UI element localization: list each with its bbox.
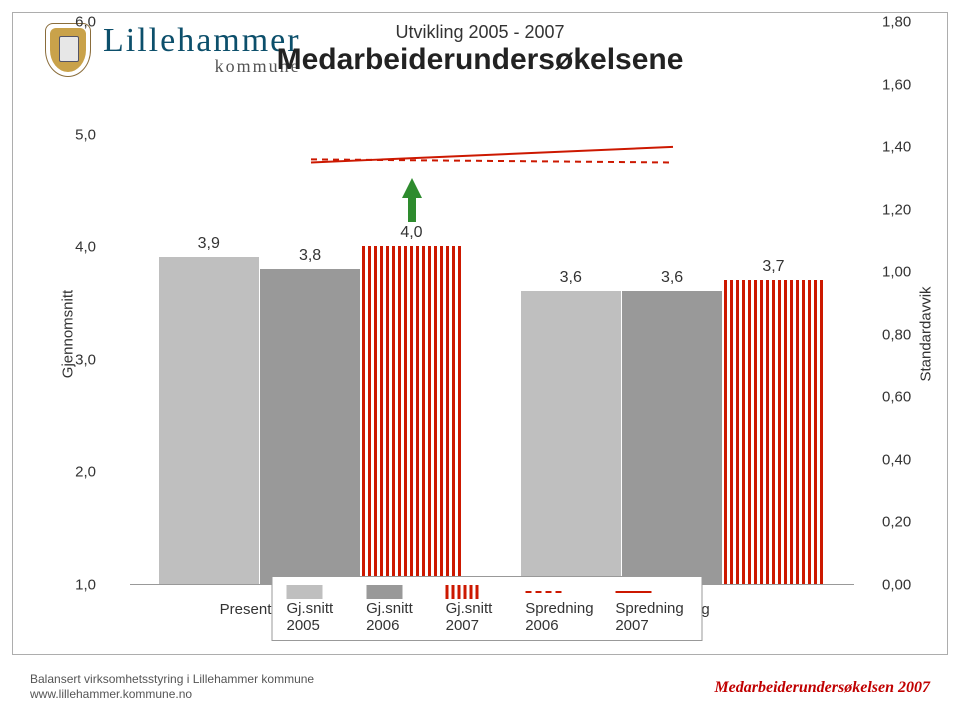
- y-right-tick: 0,60: [882, 389, 911, 406]
- bar: 3,9: [159, 257, 259, 584]
- legend-label: Spredning 2006: [525, 600, 593, 634]
- category-zone: Oppfølging3,63,63,7: [492, 22, 854, 584]
- bar: 4,0: [362, 246, 462, 584]
- y-right-tick: 1,60: [882, 76, 911, 93]
- y-right-tick: 1,80: [882, 14, 911, 31]
- y-right-axis-label: Standardavvik: [918, 286, 935, 381]
- legend-label: Gj.snitt 2005: [287, 600, 334, 634]
- bar: 3,7: [724, 280, 824, 584]
- legend-item: Gj.snitt 2005: [287, 583, 349, 634]
- y-right-tick: 0,20: [882, 514, 911, 531]
- plot-area: Presentasjon/gjennomgang3,93,84,0Oppfølg…: [130, 22, 854, 585]
- legend-item: Spredning 2007: [615, 583, 687, 634]
- bar-value: 3,8: [299, 247, 321, 265]
- y-right-tick: 0,40: [882, 451, 911, 468]
- legend-swatch-2006: [366, 585, 402, 599]
- legend-item: Spredning 2006: [525, 583, 597, 634]
- bar: 3,6: [521, 291, 621, 584]
- y-left-tick: 1,0: [75, 577, 96, 594]
- y-left-axis-label: Gjennomsnitt: [60, 289, 77, 377]
- y-right-tick: 0,80: [882, 326, 911, 343]
- legend-label: Spredning 2007: [615, 600, 683, 634]
- bar-value: 4,0: [400, 224, 422, 242]
- footer-line1: Balansert virksomhetsstyring i Lillehamm…: [30, 672, 314, 688]
- y-left-tick: 6,0: [75, 14, 96, 31]
- legend-swatch-2007: [446, 585, 482, 599]
- y-right-tick: 1,40: [882, 139, 911, 156]
- footer-line2: www.lillehammer.kommune.no: [30, 687, 314, 703]
- chart: Gjennomsnitt Standardavvik Presentasjon/…: [56, 22, 918, 645]
- footer-right: Medarbeiderundersøkelsen 2007: [714, 679, 930, 697]
- legend-swatch-2005: [287, 585, 323, 599]
- y-left-tick: 4,0: [75, 239, 96, 256]
- legend-item: Gj.snitt 2006: [366, 583, 428, 634]
- bar: 3,6: [622, 291, 722, 584]
- y-right-tick: 1,00: [882, 264, 911, 281]
- legend-label: Gj.snitt 2007: [446, 600, 493, 634]
- legend-item: Gj.snitt 2007: [446, 583, 508, 634]
- bar-value: 3,6: [661, 269, 683, 287]
- bar-value: 3,9: [198, 235, 220, 253]
- bar-value: 3,6: [560, 269, 582, 287]
- legend-line-dash: [525, 591, 561, 593]
- y-left-tick: 5,0: [75, 126, 96, 143]
- legend-label: Gj.snitt 2006: [366, 600, 413, 634]
- category-zone: Presentasjon/gjennomgang3,93,84,0: [130, 22, 492, 584]
- y-right-tick: 1,20: [882, 201, 911, 218]
- y-left-tick: 3,0: [75, 351, 96, 368]
- legend-line-solid: [615, 591, 651, 593]
- bar: 3,8: [260, 269, 360, 584]
- footer-left: Balansert virksomhetsstyring i Lillehamm…: [30, 672, 314, 703]
- y-left-tick: 2,0: [75, 464, 96, 481]
- legend: Gj.snitt 2005 Gj.snitt 2006 Gj.snitt 200…: [272, 576, 703, 641]
- bar-value: 3,7: [762, 258, 784, 276]
- arrow-up-icon: [402, 178, 422, 222]
- y-right-tick: 0,00: [882, 577, 911, 594]
